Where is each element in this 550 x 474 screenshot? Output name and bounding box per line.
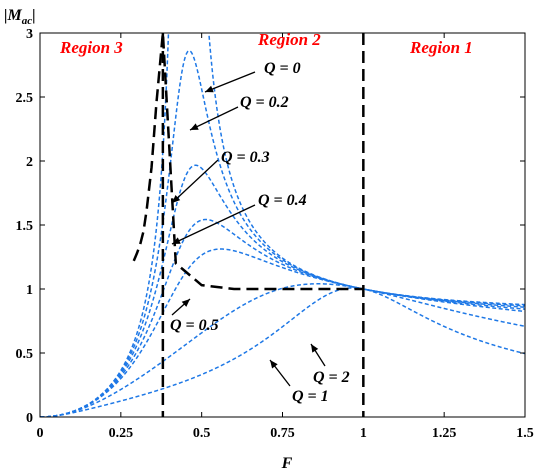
plot-frame: [39, 32, 526, 418]
q-arrow-line-0: [204, 71, 256, 93]
region-label-2: Region 2: [257, 30, 321, 49]
series-line-5: [40, 283, 525, 417]
y-tick-label: 3: [26, 27, 33, 42]
region-label-3: Region 3: [59, 38, 123, 57]
x-tick-label: 0.5: [193, 426, 211, 441]
y-tick-label: 1: [26, 283, 33, 298]
region-label-1: Region 1: [409, 38, 473, 57]
q-label-2: Q = 0.3: [221, 149, 270, 166]
x-tick-label: 1.5: [516, 426, 534, 441]
peak-gain-boundary: [132, 33, 364, 291]
boundary-lines: [132, 33, 365, 417]
q-arrow-head-0: [205, 85, 214, 93]
q-arrow-head-3: [172, 237, 181, 244]
q-arrow-head-2: [172, 195, 181, 203]
y-tick-label: 0.5: [16, 347, 34, 362]
q-arrow-head-1: [190, 123, 199, 130]
series-line-1: [40, 50, 525, 417]
x-axis-label: F: [281, 455, 293, 472]
y-axis-label-close: |: [32, 7, 36, 24]
x-tick-label: 1.25: [432, 426, 457, 441]
y-axis-label-main: |M: [4, 7, 23, 24]
series-line-0: [40, 33, 525, 417]
series-line-2: [40, 164, 525, 417]
q-label-4: Q = 0.5: [170, 317, 219, 334]
region-labels: Region 3 Region 2 Region 1: [59, 30, 473, 57]
q-arrow-line-2: [171, 159, 219, 204]
y-tick-label: 2.5: [16, 91, 34, 106]
q-label-6: Q = 2: [313, 369, 350, 386]
q-label-0: Q = 0: [264, 60, 301, 77]
x-tick-label: 1: [360, 426, 367, 441]
y-axis-label: |Mac|: [4, 7, 36, 27]
axis-ticks: 0 0.25 0.5 0.75 1 1.25 1.5 0 0.5 1 1.5 2 2.5 3: [16, 27, 534, 441]
x-tick-label: 0: [37, 426, 44, 441]
series-curves: [40, 33, 525, 417]
series-line-3: [40, 218, 525, 417]
q-annotations: Q = 0 Q = 0.2 Q = 0.3 Q = 0.4 Q = 0.5 Q = 1 Q …: [170, 60, 350, 405]
series-line-6: [40, 287, 525, 417]
q-arrow-head-6: [311, 344, 319, 353]
x-tick-label: 0.25: [109, 426, 134, 441]
q-arrow-line-1: [189, 106, 239, 131]
y-tick-label: 2: [26, 155, 33, 170]
y-axis-label-sub: ac: [22, 15, 33, 27]
y-tick-label: 1.5: [16, 219, 34, 234]
q-label-3: Q = 0.4: [258, 192, 307, 209]
q-arrow-line-3: [171, 204, 256, 245]
y-tick-label: 0: [26, 411, 33, 426]
q-label-1: Q = 0.2: [240, 94, 289, 111]
x-tick-label: 0.75: [270, 426, 295, 441]
q-arrow-head-4: [181, 299, 190, 307]
q-label-5: Q = 1: [292, 388, 329, 405]
q-arrow-head-5: [270, 360, 278, 369]
series-line-4: [40, 248, 525, 417]
